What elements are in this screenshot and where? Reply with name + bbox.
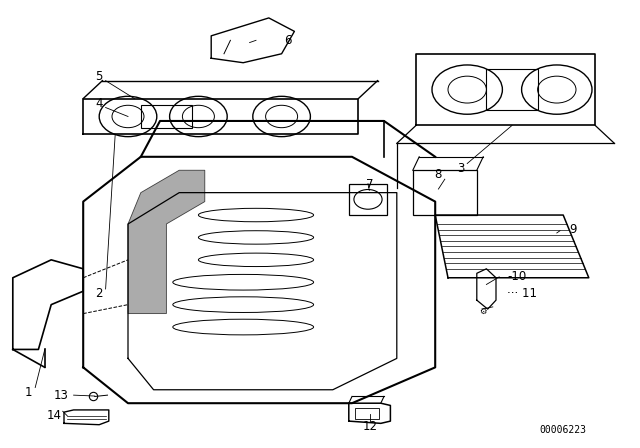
Text: ⚙: ⚙ (479, 307, 487, 316)
Text: 9: 9 (569, 223, 577, 237)
Bar (355, 408, 379, 419)
Text: 14: 14 (47, 409, 62, 422)
Text: 12: 12 (362, 420, 378, 433)
Text: -10: -10 (508, 270, 527, 284)
Text: 13: 13 (53, 388, 68, 402)
Bar (141, 105, 192, 128)
Text: 2: 2 (95, 287, 103, 300)
Text: 7: 7 (365, 178, 373, 191)
Text: 00006223: 00006223 (540, 425, 587, 435)
Text: 5: 5 (95, 69, 103, 83)
Bar (413, 170, 477, 215)
Text: 6: 6 (284, 34, 292, 47)
Bar (349, 184, 387, 215)
Text: ··· 11: ··· 11 (507, 287, 536, 300)
Text: 4: 4 (95, 96, 103, 110)
Text: 8: 8 (435, 168, 442, 181)
Text: 1: 1 (25, 385, 33, 399)
Bar (486, 69, 538, 110)
Polygon shape (128, 170, 205, 314)
Text: 3: 3 (457, 161, 465, 175)
